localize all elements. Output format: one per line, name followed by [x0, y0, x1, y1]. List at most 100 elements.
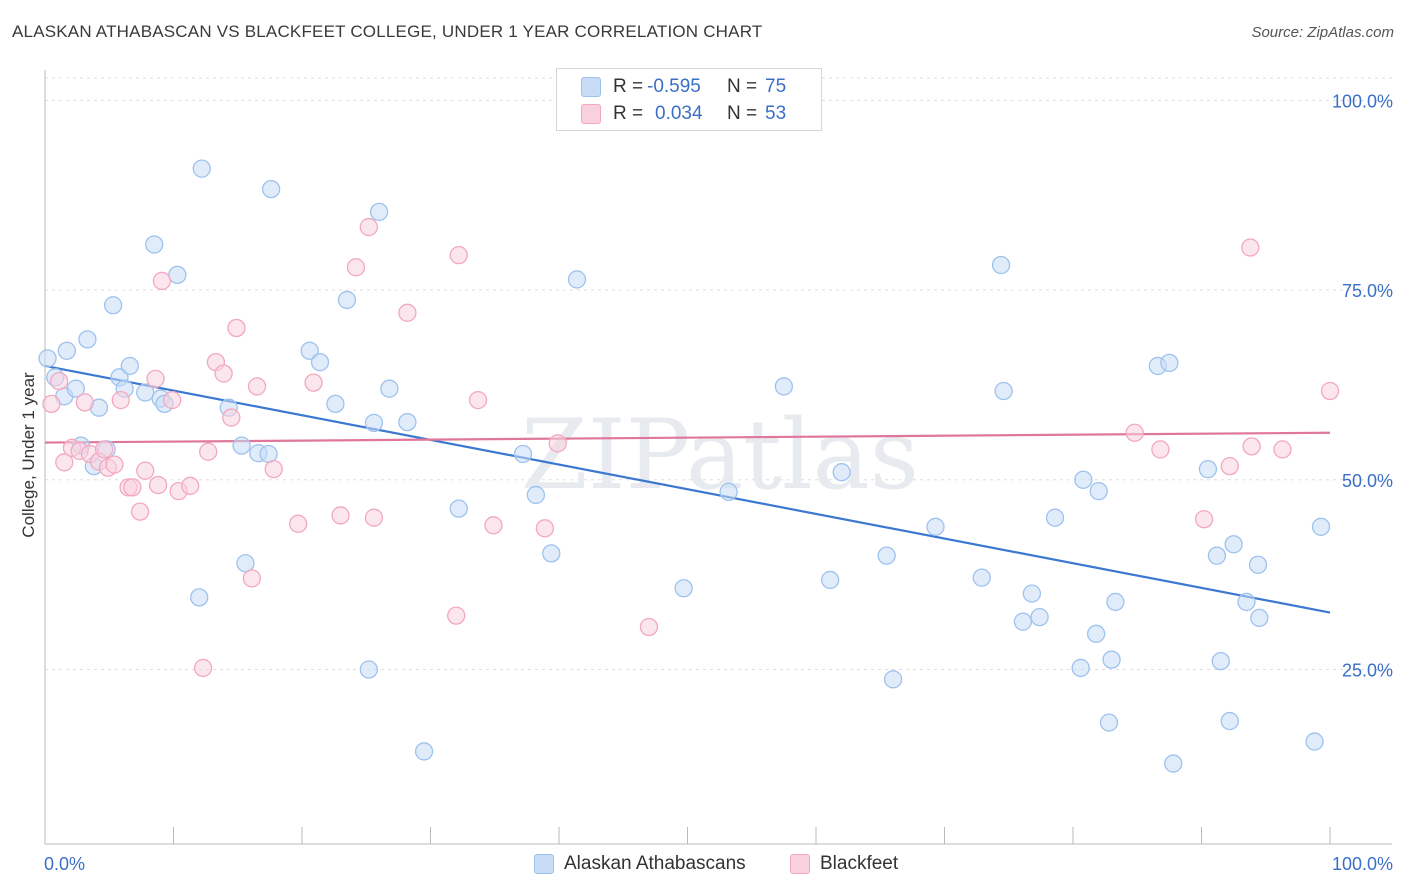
blackfeet-point — [331, 506, 350, 525]
athabascan-point — [567, 270, 587, 289]
athabascan-point — [1305, 732, 1324, 751]
r-value: -0.595 — [647, 76, 701, 97]
athabascan-point — [398, 412, 417, 432]
blackfeet-point — [42, 394, 61, 414]
athabascan-point — [120, 356, 139, 376]
blackfeet-point — [247, 377, 267, 396]
blackfeet-point — [130, 502, 150, 521]
athabascan-point — [1211, 651, 1230, 671]
legend-label-athabascans: Alaskan Athabascans — [564, 853, 746, 874]
blackfeet-point — [1242, 437, 1261, 456]
blackfeet-point — [264, 459, 283, 479]
athabascan-point — [719, 482, 738, 502]
athabascan-point — [380, 379, 399, 398]
n-label: N = — [727, 76, 758, 97]
blackfeet-point — [359, 217, 378, 237]
athabascan-point — [1045, 508, 1065, 527]
blackfeet-swatch — [581, 104, 601, 124]
athabascan-point — [1237, 592, 1256, 612]
blackfeet-point — [75, 393, 94, 412]
athabascan-point — [1013, 612, 1033, 631]
athabascan-point — [190, 588, 209, 607]
athabascan-point — [236, 554, 255, 573]
athabascan-point — [674, 579, 693, 598]
athabascan-point — [66, 379, 85, 398]
stats-legend: R = -0.595 N = 75 R = 0.034 N = 53 — [556, 68, 822, 131]
athabascan-point — [57, 341, 76, 360]
athabascan-point — [1248, 555, 1268, 574]
n-label: N = — [727, 103, 758, 124]
blackfeet-point — [94, 440, 114, 459]
athabascan-point — [1198, 459, 1218, 479]
athabascan-point — [832, 463, 851, 482]
athabascan-point — [364, 413, 384, 433]
blackfeet-point — [484, 516, 503, 535]
blackfeet-point — [639, 617, 659, 637]
athabascan-point — [192, 159, 211, 178]
blackfeet-point — [148, 475, 168, 495]
athabascan-point — [926, 517, 945, 536]
blackfeet-point — [398, 303, 417, 322]
blackfeet-point — [1220, 456, 1239, 476]
blackfeet-point — [468, 390, 488, 410]
athabascan-point — [262, 179, 281, 199]
blackfeet-point — [222, 408, 241, 427]
athabascan-point — [542, 544, 561, 563]
blackfeet-point — [548, 434, 567, 453]
blackfeet-point — [227, 318, 246, 338]
r-label: R = — [613, 103, 644, 124]
athabascan-point — [259, 444, 278, 464]
athabascan-point — [1207, 546, 1227, 565]
blackfeet-point — [1241, 238, 1260, 257]
legend-item-athabascans: Alaskan Athabascans — [534, 852, 746, 876]
athabascan-point — [883, 670, 903, 689]
athabascan-swatch — [581, 77, 601, 97]
athabascan-point — [1220, 711, 1239, 731]
athabascan-point — [1086, 624, 1106, 643]
n-value: 53 — [765, 103, 787, 124]
athabascan-point — [1099, 713, 1119, 732]
athabascan-point — [1102, 650, 1121, 669]
athabascan-point — [136, 383, 155, 402]
r-value: 0.034 — [655, 103, 703, 124]
blackfeet-point — [123, 478, 142, 497]
blackfeet-point — [163, 390, 182, 410]
blackfeet-point — [304, 373, 323, 392]
athabascan-point — [526, 485, 546, 505]
athabascan-point — [145, 235, 164, 254]
athabascan-trend-line — [44, 364, 1331, 614]
chart-title: ALASKAN ATHABASCAN VS BLACKFEET COLLEGE,… — [12, 22, 763, 41]
x-tick-label-max: 100.0% — [1332, 854, 1393, 874]
blackfeet-point — [193, 658, 213, 678]
blackfeet-point — [1151, 440, 1170, 459]
blackfeet-point — [1273, 440, 1292, 459]
athabascan-point — [774, 377, 794, 396]
athabascan-point — [300, 341, 319, 360]
athabascan-point — [1250, 608, 1269, 628]
blackfeet-legend-swatch — [790, 854, 810, 874]
blackfeet-point — [242, 569, 262, 588]
blackfeet-point — [1125, 423, 1144, 442]
y-axis-label: College, Under 1 year — [19, 372, 38, 538]
r-label: R = — [613, 76, 644, 97]
blackfeet-point — [288, 514, 308, 533]
blackfeet-point — [346, 258, 366, 277]
blackfeet-point — [214, 364, 233, 383]
blackfeet-point — [364, 508, 384, 527]
blackfeet-point — [136, 461, 155, 480]
blackfeet-point — [55, 453, 74, 472]
blackfeet-point — [1320, 381, 1340, 401]
athabascan-point — [1164, 754, 1183, 773]
athabascan-point — [359, 660, 378, 679]
blackfeet-point — [1194, 510, 1214, 529]
stats-legend-row-athabascan: R = -0.595 N = 75 — [581, 75, 786, 99]
athabascan-point — [232, 436, 251, 455]
y-tick-label: 25.0% — [1342, 660, 1393, 680]
athabascan-point — [103, 296, 123, 315]
athabascan-point — [337, 290, 357, 310]
legend-label-blackfeet: Blackfeet — [820, 853, 899, 874]
blackfeet-point — [447, 606, 466, 625]
y-tick-label: 75.0% — [1342, 281, 1393, 301]
blackfeet-point — [146, 369, 165, 388]
y-tick-label: 50.0% — [1342, 471, 1393, 491]
